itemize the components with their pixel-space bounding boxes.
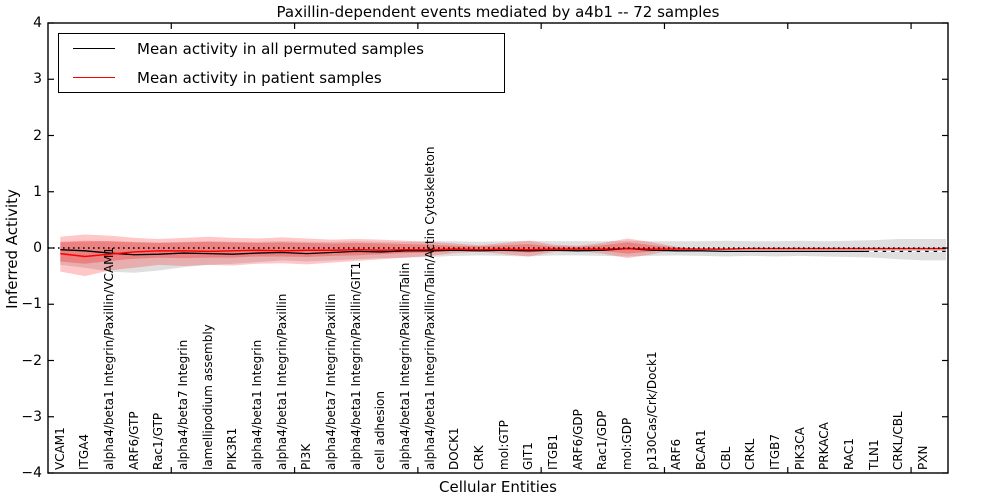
x-tick-label: CBL [718,446,733,470]
x-tick-label: PRKACA [817,422,832,470]
x-tick-label: CRK [472,445,487,470]
x-tick-label: DOCK1 [447,427,462,470]
x-tick-label: alpha4/beta1 Integrin/Paxillin [274,293,289,470]
legend-label-permuted: Mean activity in all permuted samples [137,39,424,58]
x-tick-label: mol:GTP [496,420,511,470]
x-tick-label: BCAR1 [693,429,708,470]
x-tick-label: CRKL/CBL [891,411,906,470]
x-tick-label: VCAM1 [52,427,67,470]
x-tick-label: ITGA4 [77,433,92,470]
y-tick-label: 1 [33,183,42,200]
x-tick-label: ITGB7 [767,433,782,470]
legend-label-patient: Mean activity in patient samples [137,68,382,87]
legend-item-permuted: Mean activity in all permuted samples [73,40,504,58]
legend: Mean activity in all permuted samples Me… [58,33,505,93]
patient-samples-range-inner-band [60,240,947,264]
x-tick-label: Rac1/GTP [151,412,166,470]
x-tick-label: ARF6 [669,438,684,470]
x-tick-label: lamellipodium assembly [200,324,215,470]
legend-item-patient: Mean activity in patient samples [73,69,504,87]
legend-line-permuted-icon [73,48,115,49]
x-tick-label: PIK3R1 [225,427,240,470]
x-tick-label: p130Cas/Crk/Dock1 [644,351,659,470]
x-tick-label: alpha4/beta7 Integrin [176,339,191,470]
x-tick-label: PIK3CA [792,427,807,470]
y-tick-label: 0 [33,240,42,256]
x-tick-label: GIT1 [521,442,536,470]
x-tick-label: alpha4/beta1 Integrin/Paxillin/GIT1 [348,261,363,470]
permuted-mean-line [60,247,946,256]
x-tick-label: PXN [915,445,930,470]
x-tick-label: alpha4/beta7 Integrin/Paxillin [324,293,339,470]
x-tick-label: TLN1 [866,439,881,470]
x-tick-label: alpha4/beta1 Integrin [250,339,265,470]
x-tick-label: alpha4/beta1 Integrin/Paxillin/VCAM1 [102,246,117,470]
y-tick-label: −3 [21,408,42,425]
y-tick-label: −2 [21,352,42,369]
x-tick-label: mol:GDP [619,417,634,470]
x-tick-label: ARF6/GTP [126,411,141,470]
x-tick-label: alpha4/beta1 Integrin/Paxillin/Talin [398,262,413,470]
y-tick-label: 3 [33,71,42,88]
x-tick-label: ITGB1 [546,433,560,470]
x-tick-label: PI3K [299,443,314,470]
legend-line-patient-icon [73,77,115,78]
x-tick-label: alpha4/beta1 Integrin/Paxillin/Talin/Act… [422,146,437,470]
x-tick-label: ARF6/GDP [570,409,585,470]
x-tick-label: RAC1 [841,438,856,470]
x-axis-title: Cellular Entities [439,478,557,496]
chart-title: Paxillin-dependent events mediated by a4… [276,3,720,21]
y-tick-label: −1 [21,296,42,313]
y-tick-label: 4 [33,15,42,31]
y-tick-label: −4 [21,465,42,481]
y-tick-label: 2 [33,127,42,144]
x-tick-label: CRKL [743,438,758,470]
patient-mean-line [60,247,946,258]
x-tick-label: Rac1/GDP [595,410,610,470]
x-tick-label: cell adhesion [373,391,388,470]
patient-samples-range-outer-band [60,234,947,277]
